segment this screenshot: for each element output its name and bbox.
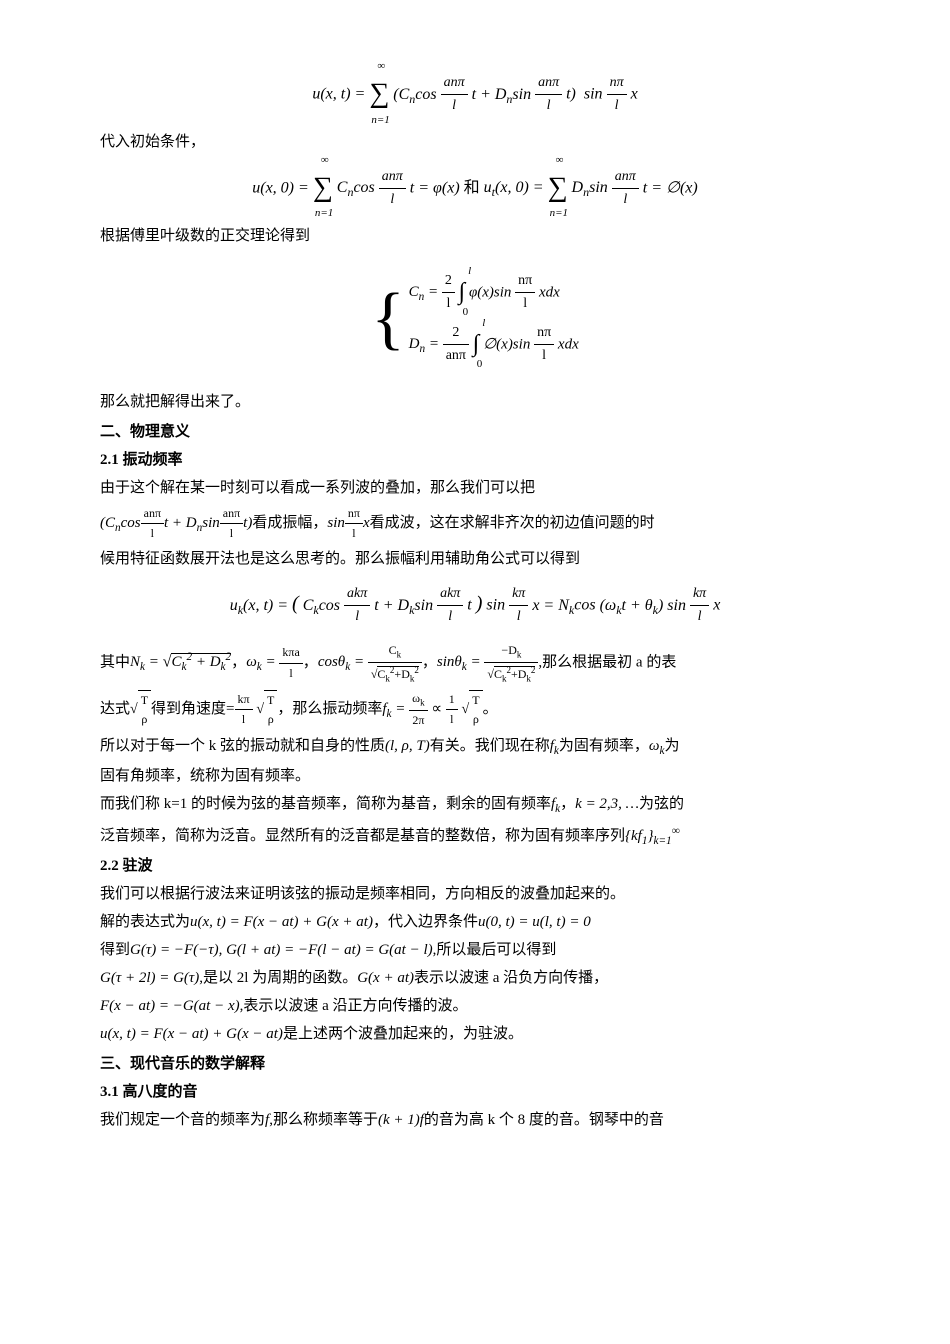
- para-6: 其中Nk = √Ck2 + Dk2，ωk = kπal，cosθk = Ck√C…: [100, 641, 850, 686]
- para-12: 我们可以根据行波法来证明该弦的振动是频率相同，方向相反的波叠加起来的。: [100, 882, 850, 906]
- para-14: 得到G(τ) = −F(−τ), G(l + at) = −F(l − at) …: [100, 938, 850, 962]
- para-15: G(τ + 2l) = G(τ),是以 2l 为周期的函数。G(x + at)表…: [100, 966, 850, 990]
- formula-cn-dn: { Cn = 2l l ∫ 0 φ(x)sin nπl xdx Dn = 2an…: [100, 263, 850, 375]
- heading-physics: 二、物理意义: [100, 420, 850, 444]
- para-8: 所以对于每一个 k 弦的振动就和自身的性质(l, ρ, T)有关。我们现在称fk…: [100, 734, 850, 760]
- para-5a: (Cncosanπlt + Dnsinanπlt)看成振幅，sinnπlx看成波…: [100, 504, 850, 543]
- para-13: 解的表达式为u(x, t) = F(x − at) + G(x + at)，代入…: [100, 910, 850, 934]
- para-17: u(x, t) = F(x − at) + G(x − at)是上述两个波叠加起…: [100, 1022, 850, 1046]
- subheading-21: 2.1 振动频率: [100, 448, 850, 472]
- para-9: 固有角频率，统称为固有频率。: [100, 764, 850, 788]
- para-solved: 那么就把解得出来了。: [100, 390, 850, 414]
- formula-u-x0: u(x, 0) = ∞ ∑ n=1 Cncos anπl t = φ(x) 和 …: [100, 166, 850, 212]
- heading-music: 三、现代音乐的数学解释: [100, 1052, 850, 1076]
- formula-u-xt: u(x, t) = ∞ ∑ n=1 (Cncos anπl t + Dnsin …: [100, 72, 850, 118]
- formula-uk: uk(x, t) = ( Ckcos akπl t + Dksin akπl t…: [100, 583, 850, 629]
- para-5b: 候用特征函数展开法也是这么思考的。那么振幅利用辅助角公式可以得到: [100, 547, 850, 571]
- subheading-22: 2.2 驻波: [100, 854, 850, 878]
- para-18: 我们规定一个音的频率为f,那么称频率等于(k + 1)f的音为高 k 个 8 度…: [100, 1108, 850, 1132]
- para-10: 而我们称 k=1 的时候为弦的基音频率，简称为基音，剩余的固有频率fk，k = …: [100, 792, 850, 818]
- para-11: 泛音频率，简称为泛音。显然所有的泛音都是基音的整数倍，称为固有频率序列{kf1}…: [100, 822, 850, 850]
- subheading-31: 3.1 高八度的音: [100, 1080, 850, 1104]
- para-7: 达式√Tρ得到角速度=kπl √Tρ，那么振动频率fk = ωk2π ∝ 1l …: [100, 689, 850, 730]
- para-4: 由于这个解在某一时刻可以看成一系列波的叠加，那么我们可以把: [100, 476, 850, 500]
- para-fourier: 根据傅里叶级数的正交理论得到: [100, 224, 850, 248]
- para-initial-cond: 代入初始条件，: [100, 130, 850, 154]
- para-16: F(x − at) = −G(at − x),表示以波速 a 沿正方向传播的波。: [100, 994, 850, 1018]
